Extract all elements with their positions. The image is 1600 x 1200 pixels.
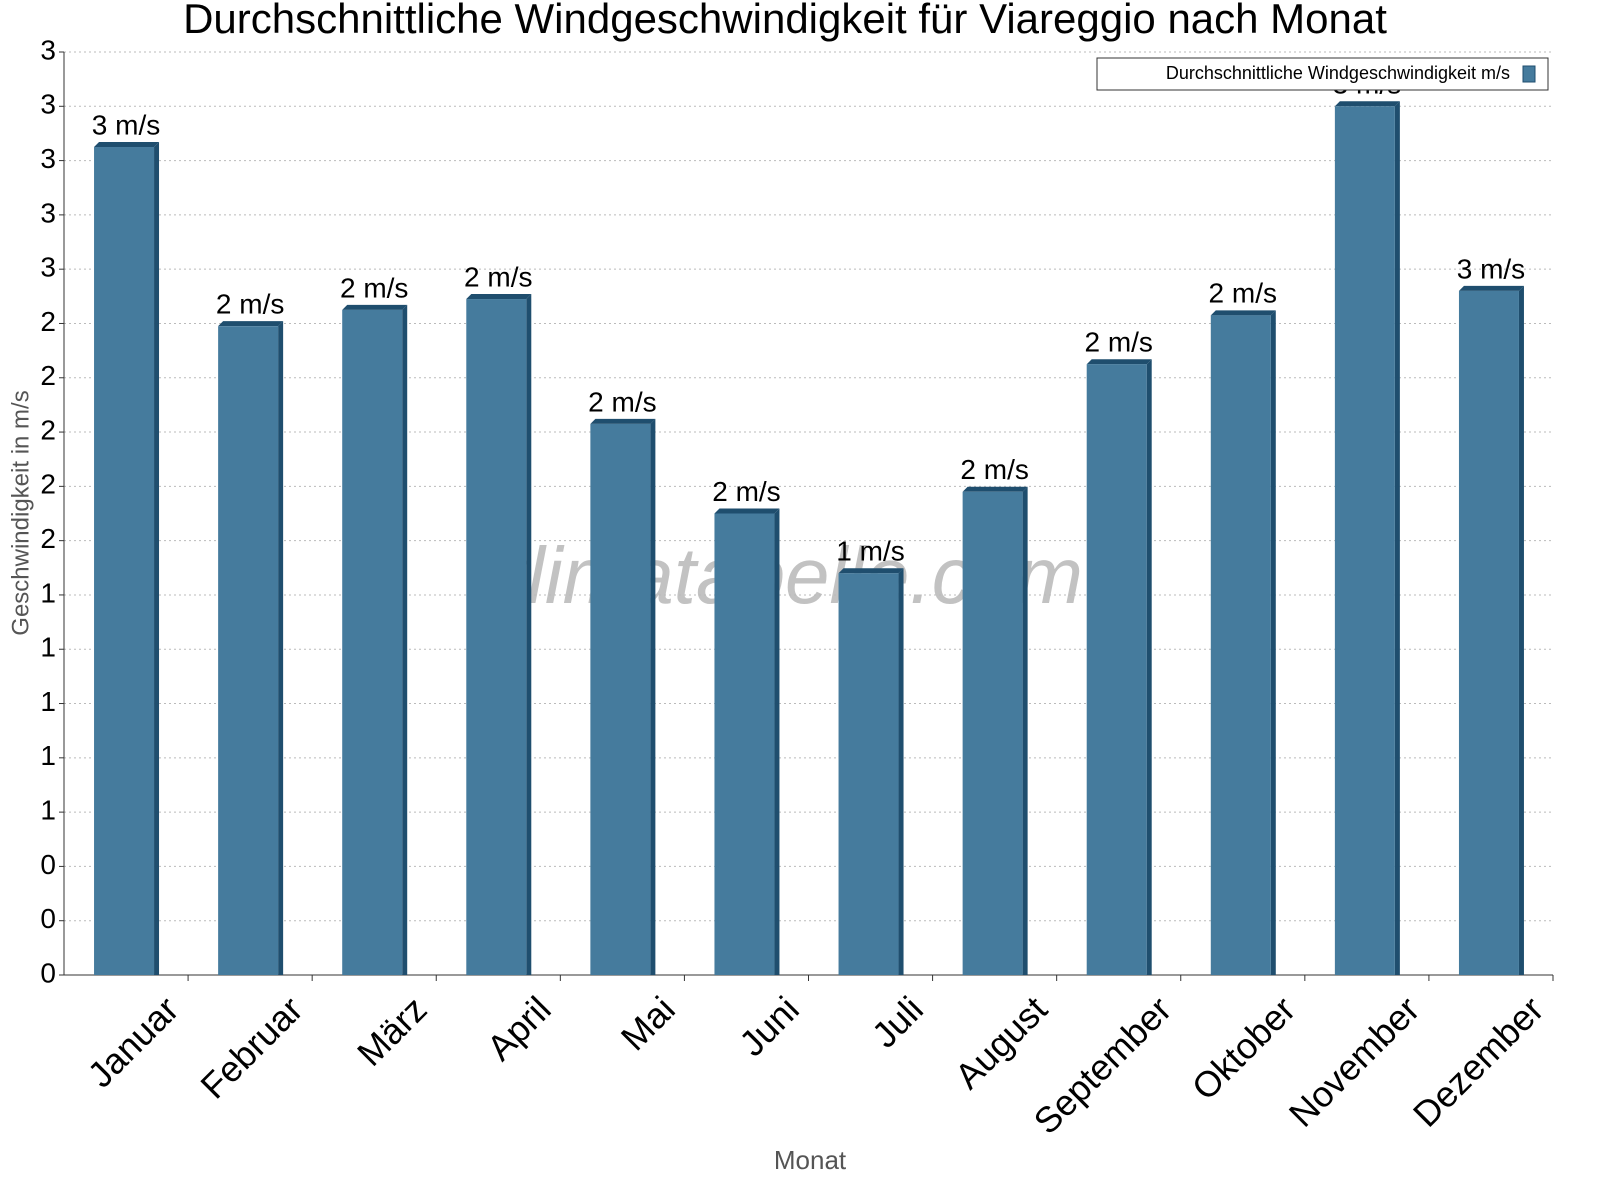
bar-top (962, 486, 1028, 492)
bar (962, 491, 1023, 975)
data-label: 2 m/s (588, 386, 656, 417)
bar-side (1518, 285, 1524, 975)
legend-box (1096, 57, 1549, 91)
bar-top (94, 142, 160, 148)
bar-top (218, 321, 284, 327)
bar-side (650, 418, 656, 976)
bar-top (1458, 285, 1524, 291)
y-tick-label: 3 (40, 143, 56, 174)
y-tick-label: 1 (40, 577, 56, 608)
y-tick-label: 3 (40, 197, 56, 228)
y-tick-label: 2 (40, 306, 56, 337)
bar (218, 326, 279, 975)
x-tick-label: Oktober (1184, 988, 1304, 1108)
data-label: 1 m/s (836, 536, 904, 567)
x-tick-label: August (947, 988, 1055, 1096)
y-tick-label: 1 (40, 686, 56, 717)
x-axis-title: Monat (774, 1145, 847, 1175)
x-tick-label: März (349, 988, 435, 1074)
y-tick-label: 0 (40, 957, 56, 988)
y-tick-label: 2 (40, 469, 56, 500)
bar-top (1210, 310, 1276, 316)
bar (1210, 315, 1271, 975)
bar-top (838, 568, 904, 574)
bar-side (1146, 359, 1152, 975)
data-label: 2 m/s (712, 476, 780, 507)
bar-top (1086, 359, 1152, 365)
bar-top (1334, 101, 1400, 107)
bar-side (278, 321, 284, 975)
x-tick-label: Januar (80, 988, 187, 1095)
bar (590, 423, 651, 976)
x-tick-label: April (479, 988, 559, 1068)
y-tick-label: 1 (40, 740, 56, 771)
y-tick-label: 2 (40, 414, 56, 445)
bar (1086, 364, 1147, 975)
bar-side (1394, 101, 1400, 975)
y-tick-label: 3 (40, 252, 56, 283)
y-tick-label: 2 (40, 360, 56, 391)
bar (838, 573, 899, 975)
y-tick-label: 3 (40, 89, 56, 120)
bar-side (154, 142, 160, 975)
data-label: 3 m/s (92, 109, 160, 140)
legend-swatch (1522, 65, 1536, 83)
bar-top (466, 294, 532, 300)
y-tick-label: 0 (40, 849, 56, 880)
chart-title: Durchschnittliche Windgeschwindigkeit fü… (183, 0, 1387, 42)
bar (1458, 290, 1519, 975)
bar (342, 309, 403, 975)
bar (714, 513, 775, 975)
legend-label: Durchschnittliche Windgeschwindigkeit m/… (1166, 63, 1510, 83)
bar (1334, 106, 1395, 975)
y-tick-label: 0 (40, 903, 56, 934)
data-label: 2 m/s (1084, 327, 1152, 358)
data-label: 2 m/s (1209, 278, 1277, 309)
data-label: 2 m/s (960, 454, 1028, 485)
bar-side (774, 508, 780, 975)
y-tick-label: 3 (40, 34, 56, 65)
bar-top (590, 418, 656, 424)
y-tick-label: 1 (40, 795, 56, 826)
bar-side (1270, 310, 1276, 975)
bar-top (714, 508, 780, 514)
bar (466, 299, 527, 976)
x-tick-label: Februar (192, 988, 310, 1106)
bar (94, 147, 155, 975)
data-label: 2 m/s (216, 289, 284, 320)
y-tick-label: 2 (40, 523, 56, 554)
x-tick-label: Juli (864, 988, 931, 1055)
bar-top (342, 304, 408, 310)
bar-side (526, 294, 532, 976)
x-tick-label: Dezember (1405, 988, 1551, 1134)
data-label: 2 m/s (464, 261, 532, 292)
x-tick-label: Juni (731, 988, 807, 1064)
bar-side (1022, 486, 1028, 975)
x-tick-label: November (1281, 988, 1427, 1134)
data-label: 3 m/s (1457, 253, 1525, 284)
bar-side (402, 304, 408, 975)
y-axis-title: Geschwindigkeit in m/s (7, 390, 34, 635)
data-label: 2 m/s (340, 272, 408, 303)
bar-side (898, 568, 904, 975)
x-tick-label: Mai (613, 988, 683, 1058)
y-tick-label: 1 (40, 632, 56, 663)
